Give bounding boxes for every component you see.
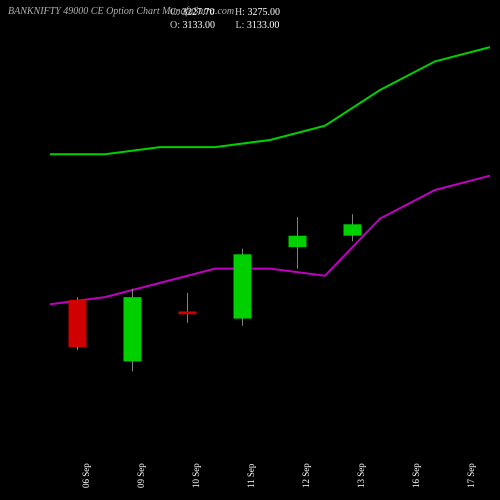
- x-axis-label: 13 Sep: [356, 463, 366, 488]
- x-axis-label: 17 Sep: [466, 463, 476, 488]
- candle-body: [289, 236, 307, 247]
- x-axis-label: 16 Sep: [411, 463, 421, 488]
- candle-body: [124, 297, 142, 361]
- indicator-line: [50, 47, 490, 154]
- x-axis-label: 12 Sep: [301, 463, 311, 488]
- x-axis-label: 06 Sep: [81, 463, 91, 488]
- x-axis-label: 09 Sep: [136, 463, 146, 488]
- candle-body: [344, 224, 362, 235]
- candle-body: [234, 254, 252, 318]
- chart-canvas: [0, 0, 500, 500]
- indicator-line: [50, 176, 490, 305]
- candle-body: [179, 311, 197, 314]
- x-axis-labels: 06 Sep 09 Sep 10 Sep 11 Sep 12 Sep 13 Sep 16 S…: [0, 454, 500, 494]
- x-axis-label: 10 Sep: [191, 463, 201, 488]
- x-axis-label: 11 Sep: [246, 464, 256, 488]
- candle-body: [69, 300, 87, 347]
